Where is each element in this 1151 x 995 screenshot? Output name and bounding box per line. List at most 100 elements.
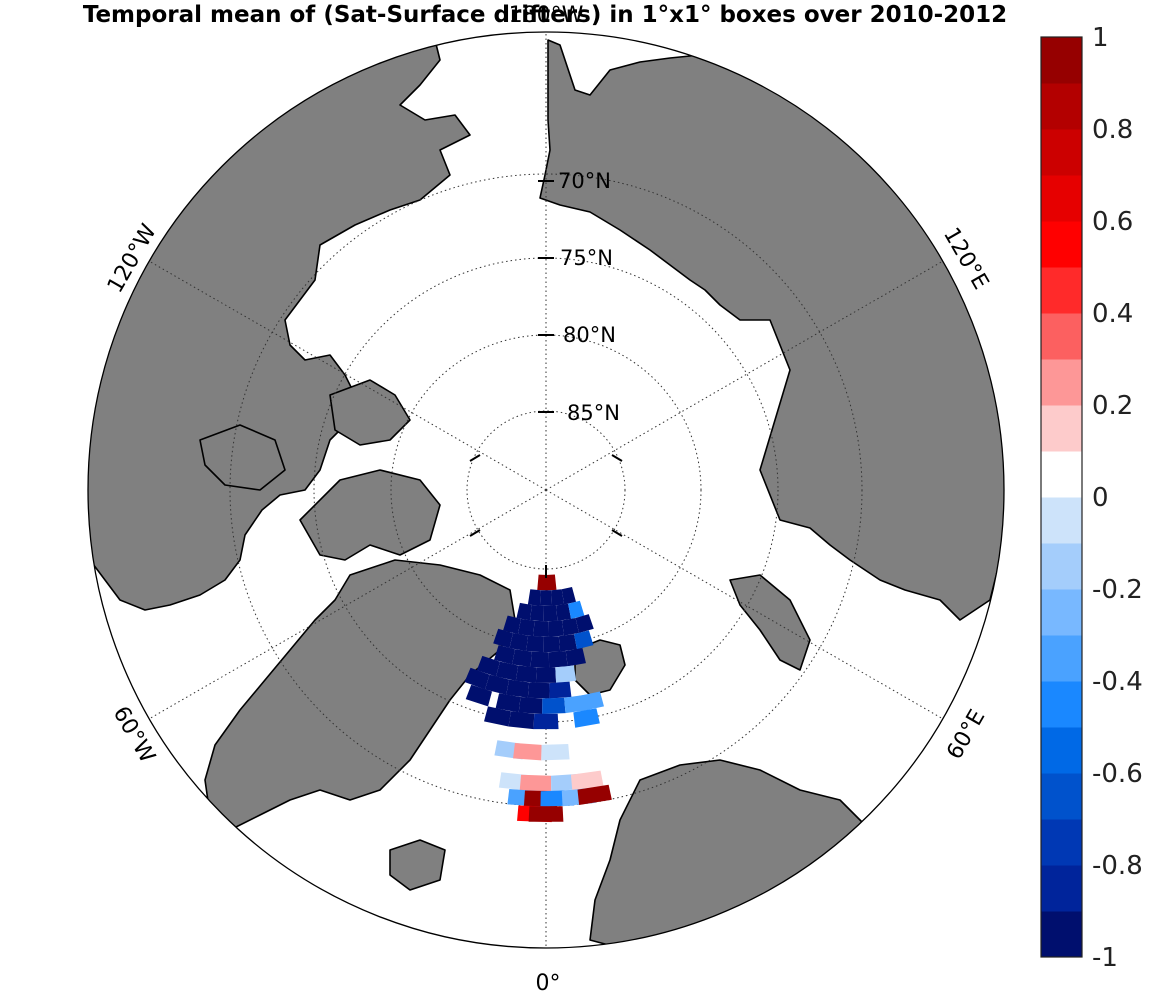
data-cell [542,697,566,714]
colorbar-frame [1040,36,1083,958]
colorbar-segment [1041,635,1082,682]
colorbar-segment [1041,129,1082,176]
data-cell [512,649,532,667]
colorbar-tick-label: 0.6 [1092,207,1133,237]
land-archipelago-3 [199,424,286,491]
colorbar-segment [1041,727,1082,774]
lat-label-85: 85°N [567,401,620,425]
lon-label-60e: 60°E [942,706,990,764]
land-archipelago-2 [299,469,441,561]
data-cell [570,770,604,791]
colorbar-segment [1041,175,1082,222]
data-cell [494,645,516,665]
data-cell [546,574,557,591]
data-cell [549,681,572,699]
data-cell [568,600,585,619]
colorbar-segment [1041,681,1082,728]
data-cell [496,661,519,681]
data-cell [516,602,532,621]
data-cell [558,634,577,652]
data-cell [506,679,530,698]
data-cell [562,617,580,636]
colorbar-segment [1041,221,1082,268]
colorbar-tick-label: 0.2 [1092,391,1133,421]
data-cell [551,589,565,606]
data-cell [533,713,559,730]
colorbar-tick-label: -0.2 [1092,575,1143,605]
colorbar-segment [1041,589,1082,636]
data-cell [543,636,561,653]
land-svalbard [574,639,626,696]
data-cell [565,648,586,667]
data-cell [527,589,541,606]
data-cell [548,651,568,668]
data-cell [574,630,594,650]
colorbar-segment [1041,911,1082,958]
colorbar-tick-label: 0.4 [1092,299,1133,329]
land-greenland [204,559,516,831]
colorbar-tick-label: 0 [1092,483,1109,513]
data-cell [508,711,535,730]
colorbar-tick-label: -1 [1092,943,1118,973]
lat-label-75: 75°N [560,246,613,270]
land-iceland [389,839,446,891]
lat-label-80: 80°N [563,323,616,347]
data-cell [476,655,501,677]
colorbar-tick-label: -0.8 [1092,851,1143,881]
data-cell [509,633,529,652]
colorbar-segment [1041,313,1082,360]
data-cell [513,743,542,761]
colorbar-segment [1041,773,1082,820]
land-novaya-zemlya [729,574,811,671]
colorbar [1040,36,1083,958]
data-cell [518,697,543,714]
data-cell [495,693,521,713]
colorbar-segment [1041,359,1082,406]
colorbar-tick-label: -0.4 [1092,667,1143,697]
land-archipelago-1 [329,379,411,446]
data-cell [555,665,577,683]
data-cell [528,806,564,822]
data-cell [537,574,548,591]
colorbar-segment [1041,267,1082,314]
data-cell [464,667,490,690]
colorbar-tick-labels: 1 0.8 0.6 0.4 0.2 0 -0.2 -0.4 -0.6 -0.8 -1 [1092,23,1143,973]
colorbar-segment [1041,451,1082,498]
data-cell [575,614,594,634]
lon-label-0: 0° [536,971,561,995]
chart-title: Temporal mean of (Sat-Surface drifters) … [82,2,1008,28]
data-cell [515,665,537,683]
data-cell [465,684,493,707]
lon-label-180: 180°W [509,3,584,28]
data-cell [577,784,612,805]
data-cell [485,674,510,695]
data-cell [541,743,570,761]
colorbar-segment [1041,865,1082,912]
colorbar-tick-label: 0.8 [1092,115,1133,145]
colorbar-segment [1041,405,1082,452]
data-cell [526,635,544,653]
colorbar-segment [1041,819,1082,866]
data-cell [493,628,513,649]
data-cell [556,603,572,621]
data-cell [530,651,550,668]
data-cell [548,620,564,637]
colorbar-segment [1041,497,1082,544]
colorbar-segment [1041,37,1082,84]
lat-label-70: 70°N [558,169,611,193]
data-cell [519,774,552,792]
data-cell [561,587,576,605]
data-cell [539,590,553,606]
colorbar-segment [1041,543,1082,590]
data-cell [529,605,544,622]
data-cell [527,682,550,699]
data-cell [517,618,535,637]
colorbar-tick-label: -0.6 [1092,759,1143,789]
data-cell [484,706,511,727]
data-cell [535,667,557,683]
data-cell [503,615,521,635]
data-cell [578,691,604,712]
data-cells-layer [464,574,612,823]
colorbar-tick-label: 1 [1092,23,1109,53]
